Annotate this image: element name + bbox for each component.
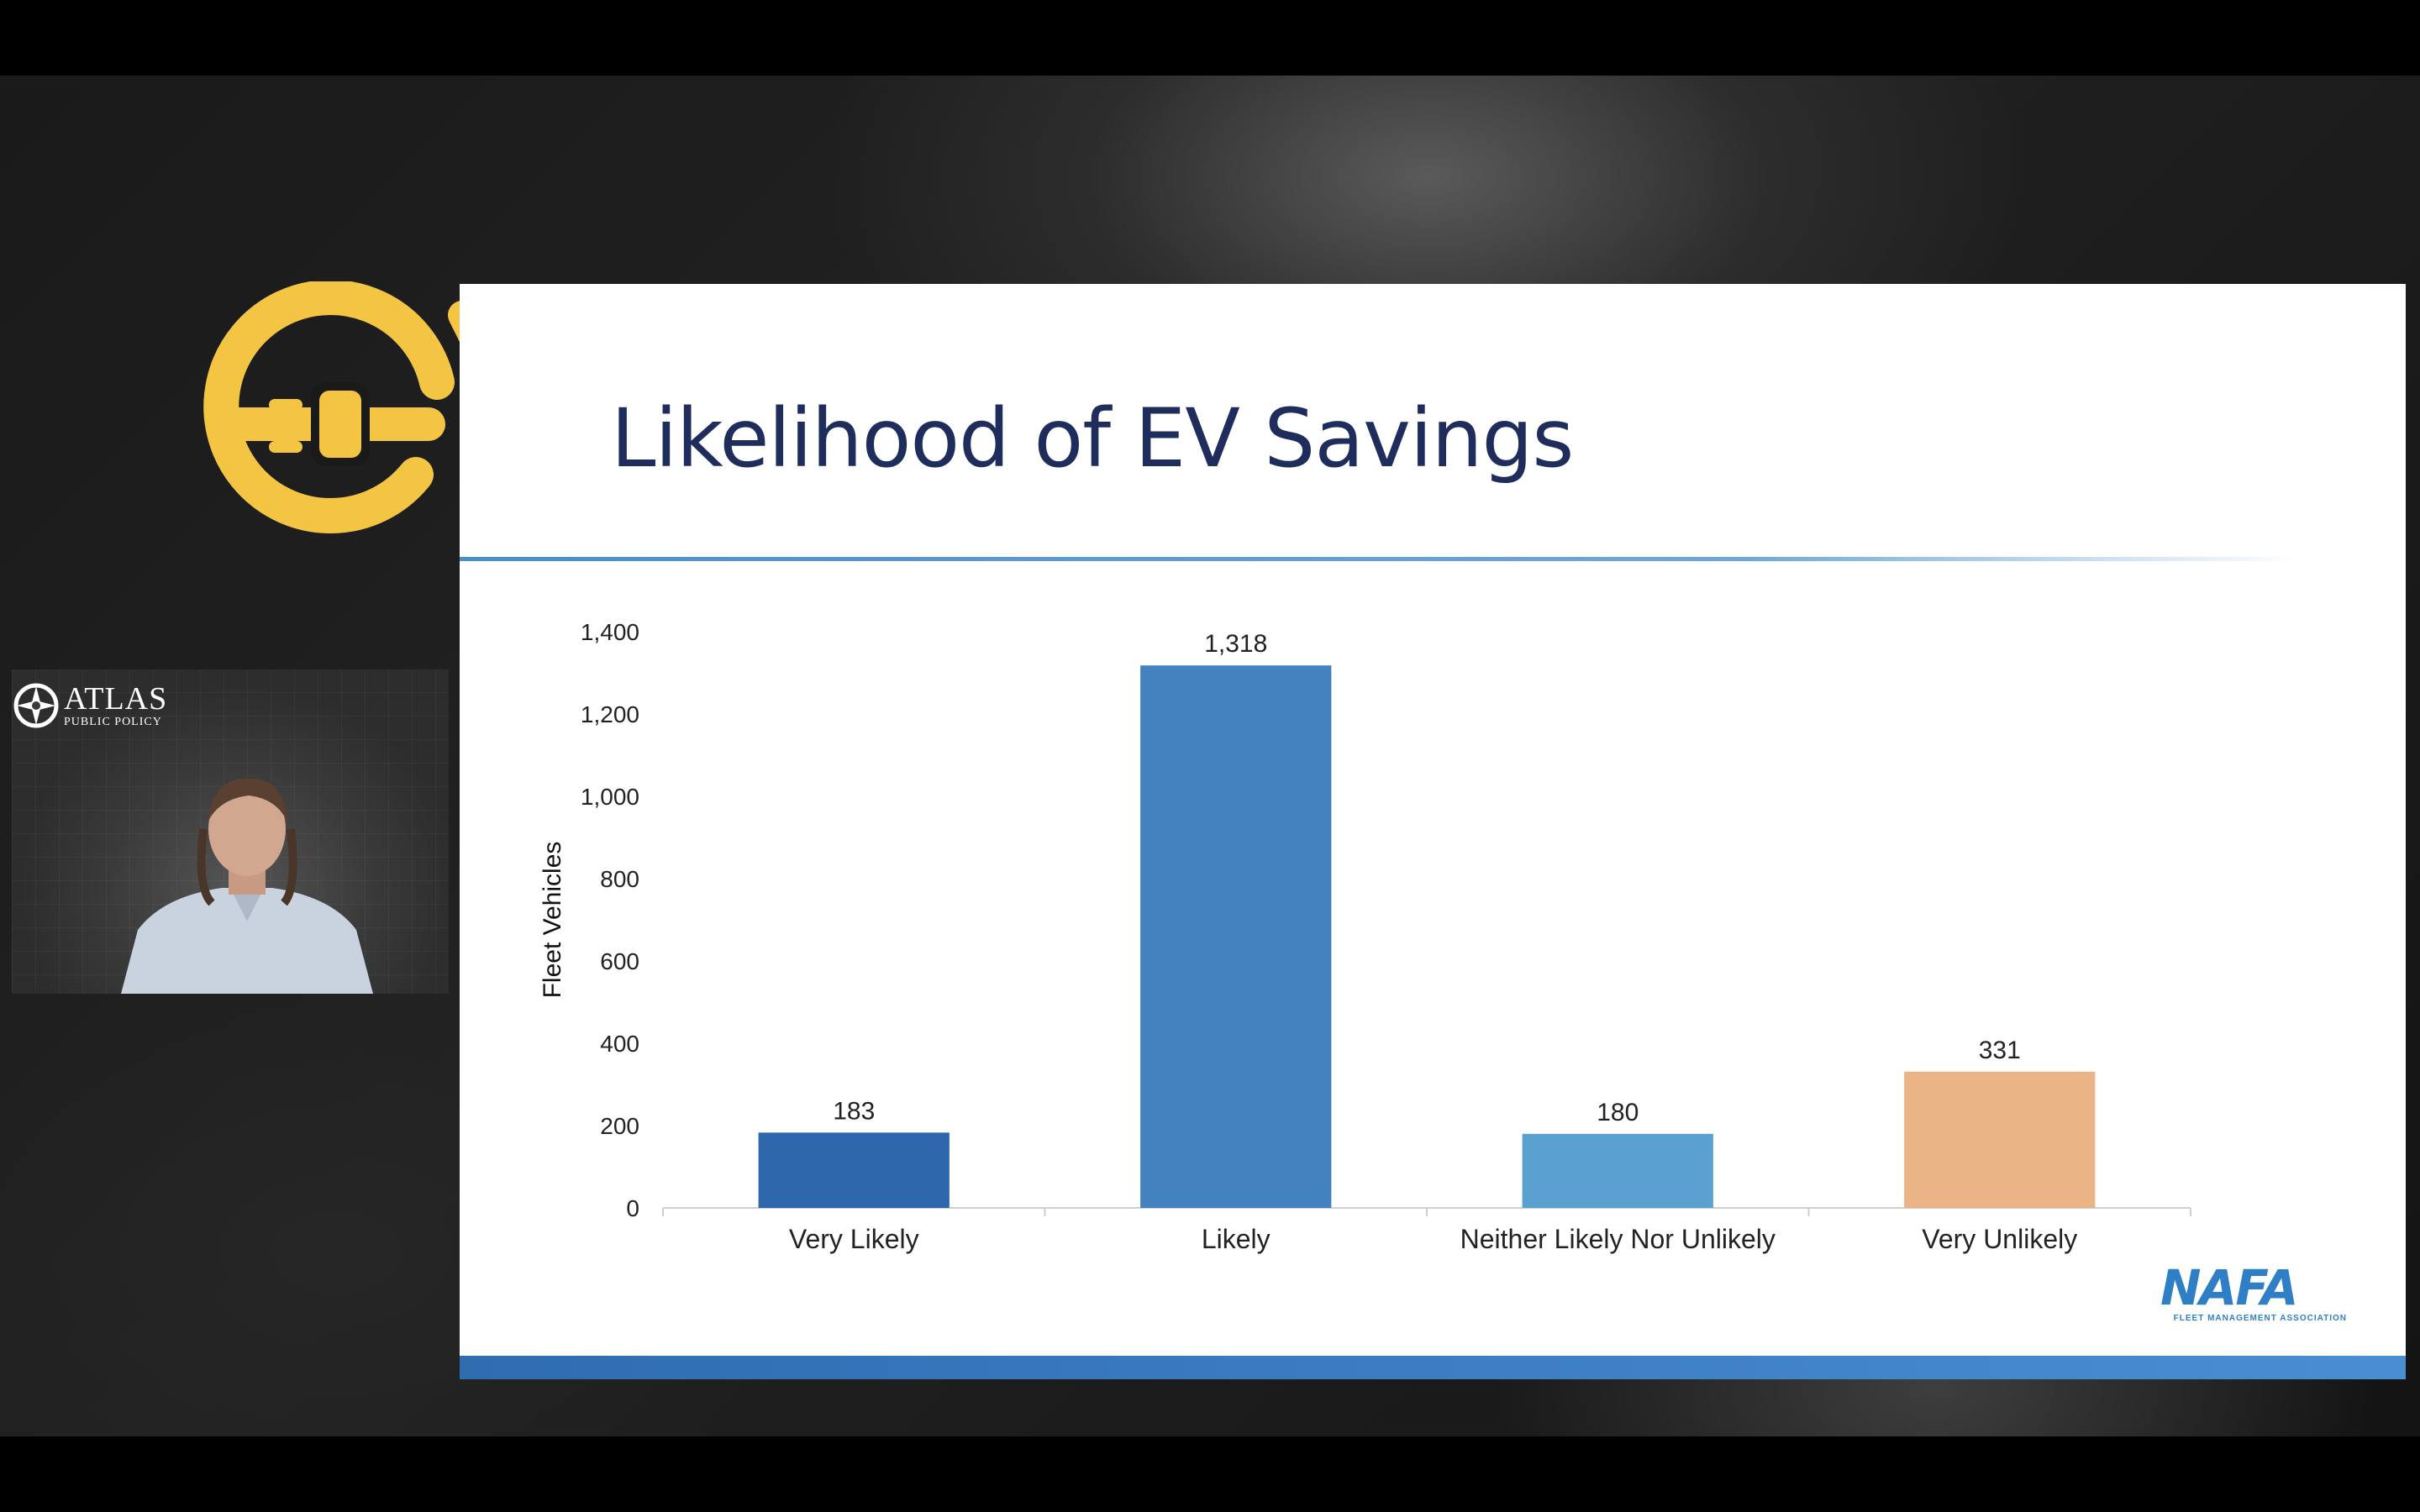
bar xyxy=(1522,1133,1713,1208)
slide-footer-bar xyxy=(460,1356,2406,1379)
data-label: 183 xyxy=(833,1097,875,1125)
y-tick-label: 400 xyxy=(600,1031,639,1057)
chart-svg: 0 200 400 600 800 1,000 1,200 1,400 Fleet Vehicl… xyxy=(539,619,2191,1254)
nafa-wordmark: NAFA xyxy=(2160,1259,2298,1316)
compass-icon xyxy=(13,683,59,728)
title-divider xyxy=(460,557,2300,561)
y-tick-label: 1,200 xyxy=(581,701,639,727)
letterbox-bottom xyxy=(0,1436,2420,1512)
atlas-logo: ATLAS PUBLIC POLICY xyxy=(13,683,167,728)
video-stage: ATLAS PUBLIC POLICY Likelihood of EV Sav… xyxy=(0,76,2420,1436)
presenter-silhouette xyxy=(121,778,373,994)
nafa-tagline: FLEET MANAGEMENT ASSOCIATION xyxy=(2173,1314,2347,1323)
slide-title: Likelihood of EV Savings xyxy=(611,391,1574,486)
data-label: 180 xyxy=(1597,1099,1639,1126)
x-tick-label: Likely xyxy=(1202,1224,1270,1254)
atlas-name: ATLAS xyxy=(64,681,168,717)
bar xyxy=(758,1132,950,1208)
nafa-logo: NAFA FLEET MANAGEMENT ASSOCIATION xyxy=(2160,1263,2347,1331)
bar xyxy=(1140,665,1332,1208)
y-tick-label: 800 xyxy=(600,866,639,892)
data-label: 1,318 xyxy=(1204,630,1267,658)
y-tick-label: 1,000 xyxy=(581,784,639,810)
x-tick-label: Very Unlikely xyxy=(1922,1224,2077,1254)
y-axis-label: Fleet Vehicles xyxy=(539,842,566,999)
presentation-slide: Likelihood of EV Savings 0 200 400 600 800 1,… xyxy=(460,284,2406,1379)
x-tick-label: Very Likely xyxy=(789,1224,919,1254)
x-tick-label: Neither Likely Nor Unlikely xyxy=(1460,1224,1776,1254)
y-tick-label: 200 xyxy=(600,1113,639,1139)
y-tick-label: 600 xyxy=(600,948,639,974)
bar xyxy=(1904,1071,2096,1208)
data-label: 331 xyxy=(1979,1037,2021,1064)
atlas-subtitle: PUBLIC POLICY xyxy=(64,716,162,728)
presenter-webcam: ATLAS PUBLIC POLICY xyxy=(12,669,449,994)
y-tick-label: 0 xyxy=(626,1195,639,1221)
ev-plug-logo-icon xyxy=(203,281,487,533)
letterbox-top xyxy=(0,0,2420,76)
y-tick-label: 1,400 xyxy=(581,619,639,645)
bar-chart: 0 200 400 600 800 1,000 1,200 1,400 Fleet Vehicl… xyxy=(510,586,2359,1313)
